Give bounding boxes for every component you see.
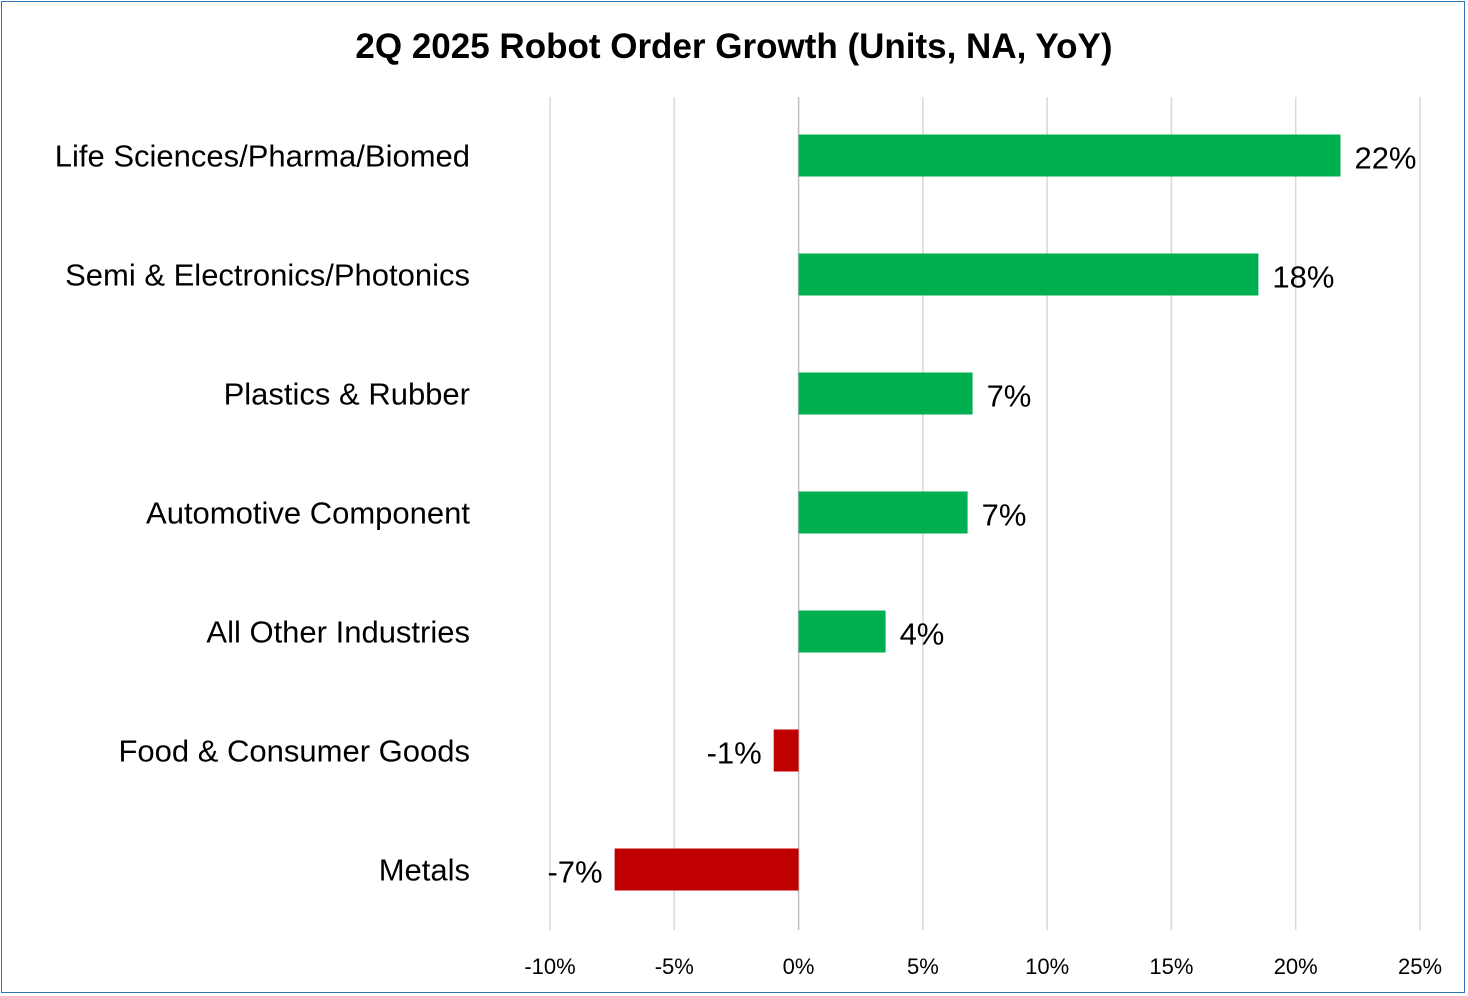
category-label: Plastics & Rubber	[224, 377, 470, 412]
category-label: Food & Consumer Goods	[118, 734, 470, 769]
x-tick-label: 5%	[907, 954, 939, 979]
bar	[614, 848, 799, 891]
bar	[798, 253, 1259, 296]
data-label: 22%	[1354, 141, 1416, 176]
x-tick-label: 0%	[783, 954, 815, 979]
data-label: 4%	[900, 617, 945, 652]
bar	[773, 729, 799, 772]
bar	[798, 491, 968, 534]
category-label: Semi & Electronics/Photonics	[65, 258, 470, 293]
data-label: 18%	[1272, 260, 1334, 295]
x-tick-label: 25%	[1398, 954, 1442, 979]
chart-title: 2Q 2025 Robot Order Growth (Units, NA, Y…	[355, 27, 1112, 66]
bar	[798, 134, 1341, 177]
data-label: -1%	[707, 736, 762, 771]
category-label: Automotive Component	[146, 496, 470, 531]
data-label: -7%	[547, 855, 602, 890]
data-label: 7%	[987, 379, 1032, 414]
category-label: Life Sciences/Pharma/Biomed	[55, 139, 470, 174]
data-label: 7%	[982, 498, 1027, 533]
x-tick-label: -10%	[524, 954, 575, 979]
category-label: All Other Industries	[206, 615, 470, 650]
x-tick-label: 20%	[1274, 954, 1318, 979]
x-tick-label: -5%	[655, 954, 694, 979]
bar	[798, 610, 886, 653]
category-label: Metals	[379, 853, 470, 888]
x-tick-label: 15%	[1149, 954, 1193, 979]
bar	[798, 372, 973, 415]
x-tick-label: 10%	[1025, 954, 1069, 979]
